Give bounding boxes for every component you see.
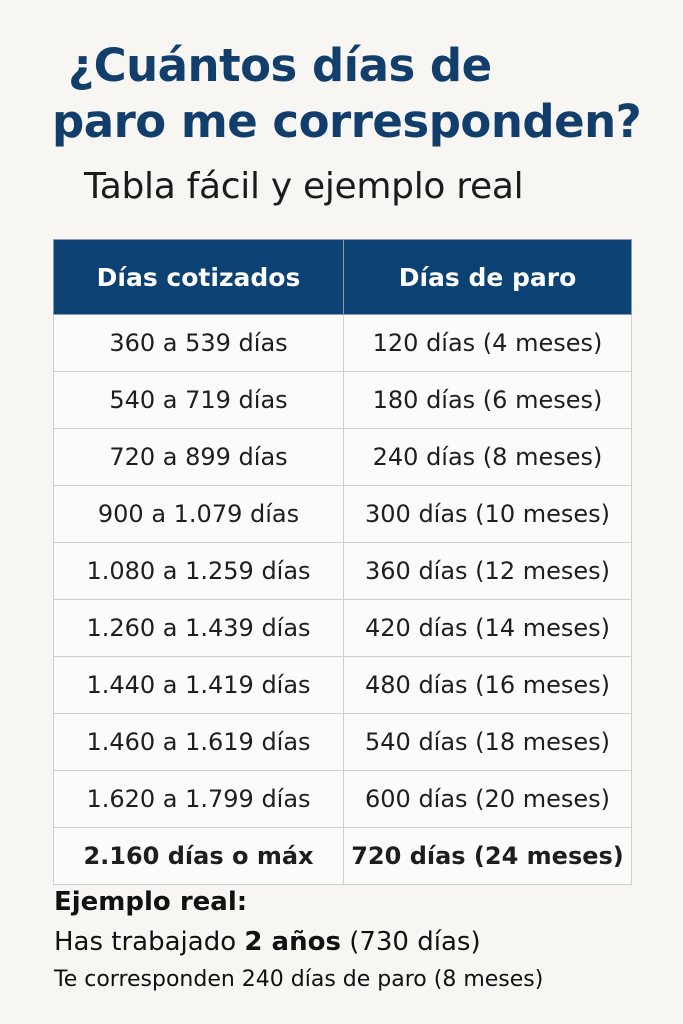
- page-title: ¿Cuántos días de paro me corresponden?: [52, 38, 652, 150]
- table-row: 1.440 a 1.419 días 480 días (16 meses): [53, 656, 632, 714]
- cell-dias-de-paro: 120 días (4 meses): [343, 314, 632, 372]
- cell-dias-cotizados: 1.080 a 1.259 días: [53, 542, 344, 600]
- table-row: 1.460 a 1.619 días 540 días (18 meses): [53, 713, 632, 771]
- example-worked-time: Has trabajado 2 años (730 días): [54, 922, 543, 962]
- title-line-1: ¿Cuántos días de: [68, 39, 492, 92]
- table-row: 1.260 a 1.439 días 420 días (14 meses): [53, 599, 632, 657]
- cell-dias-cotizados: 1.440 a 1.419 días: [53, 656, 344, 714]
- header-dias-cotizados: Días cotizados: [53, 239, 344, 315]
- cell-dias-de-paro: 420 días (14 meses): [343, 599, 632, 657]
- subtitle: Tabla fácil y ejemplo real: [84, 166, 524, 207]
- table-row: 1.620 a 1.799 días 600 días (20 meses): [53, 770, 632, 828]
- table-row: 720 a 899 días 240 días (8 meses): [53, 428, 632, 486]
- cell-dias-cotizados: 900 a 1.079 días: [53, 485, 344, 543]
- example-section: Ejemplo real: Has trabajado 2 años (730 …: [54, 882, 543, 998]
- table-row-max: 2.160 días o máx 720 días (24 meses): [53, 827, 632, 885]
- table-row: 1.080 a 1.259 días 360 días (12 meses): [53, 542, 632, 600]
- cell-dias-cotizados: 720 a 899 días: [53, 428, 344, 486]
- cell-dias-cotizados: 540 a 719 días: [53, 371, 344, 429]
- table-row: 540 a 719 días 180 días (6 meses): [53, 371, 632, 429]
- cell-dias-de-paro: 600 días (20 meses): [343, 770, 632, 828]
- cell-dias-cotizados: 1.260 a 1.439 días: [53, 599, 344, 657]
- table-header-row: Días cotizados Días de paro: [53, 239, 632, 315]
- cell-dias-de-paro: 300 días (10 meses): [343, 485, 632, 543]
- table-row: 360 a 539 días 120 días (4 meses): [53, 314, 632, 372]
- title-line-2: paro me corresponden?: [52, 95, 642, 148]
- cell-dias-de-paro: 540 días (18 meses): [343, 713, 632, 771]
- cell-dias-de-paro: 180 días (6 meses): [343, 371, 632, 429]
- cell-dias-cotizados: 1.460 a 1.619 días: [53, 713, 344, 771]
- cell-dias-de-paro: 720 días (24 meses): [343, 827, 632, 885]
- unemployment-days-table: Días cotizados Días de paro 360 a 539 dí…: [53, 239, 632, 885]
- cell-dias-de-paro: 480 días (16 meses): [343, 656, 632, 714]
- cell-dias-cotizados: 1.620 a 1.799 días: [53, 770, 344, 828]
- cell-dias-cotizados: 360 a 539 días: [53, 314, 344, 372]
- header-dias-de-paro: Días de paro: [343, 239, 632, 315]
- example-result: Te corresponden 240 días de paro (8 mese…: [54, 967, 544, 992]
- table-row: 900 a 1.079 días 300 días (10 meses): [53, 485, 632, 543]
- cell-dias-de-paro: 240 días (8 meses): [343, 428, 632, 486]
- cell-dias-de-paro: 360 días (12 meses): [343, 542, 632, 600]
- example-years: 2 años: [244, 927, 341, 957]
- example-suffix: (730 días): [340, 927, 481, 957]
- example-prefix: Has trabajado: [54, 927, 245, 957]
- cell-dias-cotizados: 2.160 días o máx: [53, 827, 344, 885]
- example-title: Ejemplo real:: [54, 887, 248, 917]
